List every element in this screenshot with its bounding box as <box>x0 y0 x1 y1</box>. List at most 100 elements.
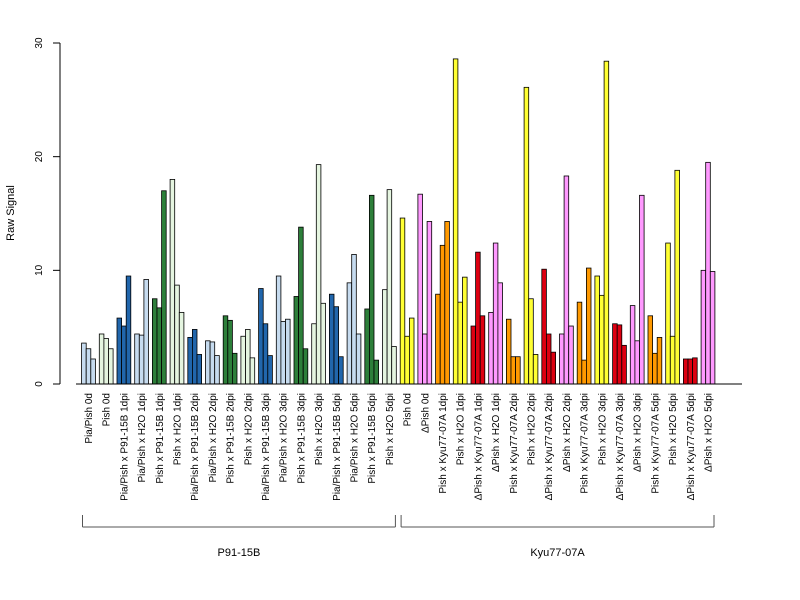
bar-20-rep-1 <box>435 293 441 385</box>
x-tick-label-18: Pish 0d <box>403 393 414 426</box>
bar-33-rep-3 <box>674 169 680 385</box>
bar-14-rep-2 <box>333 306 339 385</box>
bar-1-rep-2 <box>103 338 109 385</box>
bar-23-rep-2 <box>492 242 499 385</box>
bar-27-rep-3 <box>568 325 574 385</box>
x-tick-label-23: ΔPish x H2O 1dpi <box>491 393 502 472</box>
y-tick-label-0: 0 <box>34 381 45 387</box>
x-tick-label-33: Pish x H2O 5dpi <box>668 393 679 465</box>
bar-15-rep-1 <box>346 282 353 385</box>
bar-28-rep-1 <box>576 301 583 385</box>
bar-4-rep-3 <box>161 190 167 385</box>
x-tick-label-9: Pish x H2O 2dpi <box>243 393 254 465</box>
bar-10-rep-1 <box>258 288 264 385</box>
bar-5-rep-2 <box>174 284 180 385</box>
x-tick-label-11: Pia/Pish x H2O 3dpi <box>279 393 290 483</box>
bar-11-rep-1 <box>275 275 282 385</box>
bar-8-rep-2 <box>227 319 233 385</box>
bar-35-rep-3 <box>709 271 716 385</box>
bar-22-rep-2 <box>475 251 481 385</box>
x-tick-label-16: Pish x P91-15B 5dpi <box>367 393 378 484</box>
bar-25-rep-1 <box>523 86 530 385</box>
bar-30-rep-2 <box>616 324 623 385</box>
group-label-0: P91-15B <box>218 547 261 559</box>
y-tick-label-2: 20 <box>34 151 45 163</box>
x-tick-label-2: Pia/Pish x P91-15B 1dpi <box>119 393 130 501</box>
bar-2-rep-3 <box>125 275 132 385</box>
bar-3-rep-1 <box>134 333 140 385</box>
bar-26-rep-1 <box>541 268 547 385</box>
bar-24-rep-1 <box>505 318 512 385</box>
group-brackets: P91-15B Kyu77-07A <box>82 515 715 559</box>
bar-27-rep-2 <box>563 175 570 385</box>
y-tick-label-1: 10 <box>34 264 45 276</box>
bar-33-rep-2 <box>669 335 676 385</box>
bar-21-rep-1 <box>452 58 459 385</box>
x-tick-label-24: Pish x Kyu77-07A 2dpi <box>509 393 520 494</box>
bar-32-rep-3 <box>656 336 663 385</box>
bar-31-rep-3 <box>639 194 645 385</box>
bar-25-rep-2 <box>528 298 534 385</box>
bar-21-rep-3 <box>462 276 468 385</box>
bar-26-rep-3 <box>550 351 556 385</box>
bar-9-rep-1 <box>240 335 246 385</box>
bar-4-rep-2 <box>156 307 162 385</box>
bar-8-rep-3 <box>231 352 238 385</box>
bar-9-rep-2 <box>245 329 251 385</box>
x-tick-label-20: Pish x Kyu77-07A 1dpi <box>438 393 449 494</box>
x-tick-label-22: ΔPish x Kyu77-07A 1dpi <box>473 393 484 500</box>
x-tick-label-4: Pish x P91-15B 1dpi <box>155 393 166 484</box>
bar-21-rep-2 <box>457 301 463 385</box>
x-tick-label-17: Pish x H2O 5dpi <box>385 393 396 465</box>
bar-7-rep-3 <box>214 355 220 385</box>
x-tick-label-26: ΔPish x Kyu77-07A 2dpi <box>544 393 555 500</box>
bar-14-rep-1 <box>328 293 335 385</box>
x-tick-label-32: Pish x Kyu77-07A 5dpi <box>650 393 661 494</box>
bar-16-rep-1 <box>364 308 370 385</box>
x-tick-label-13: Pish x H2O 3dpi <box>314 393 325 465</box>
bars-layer <box>81 58 716 385</box>
x-tick-label-14: Pia/Pish x P91-15B 5dpi <box>332 393 343 501</box>
bar-18-rep-1 <box>399 217 406 385</box>
bar-6-rep-2 <box>191 329 198 385</box>
bar-18-rep-2 <box>404 335 410 385</box>
x-tick-label-6: Pia/Pish x P91-15B 2dpi <box>190 393 201 501</box>
bar-12-rep-1 <box>293 296 299 385</box>
bar-32-rep-2 <box>652 352 658 385</box>
bar-31-rep-2 <box>634 340 640 385</box>
bar-35-rep-1 <box>700 269 707 385</box>
y-axis-title: Raw Signal <box>5 185 17 241</box>
x-tick-label-8: Pish x P91-15B 2dpi <box>226 393 237 484</box>
bar-12-rep-2 <box>298 226 304 385</box>
bar-6-rep-3 <box>196 354 202 385</box>
x-tick-label-28: Pish x Kyu77-07A 3dpi <box>580 393 591 494</box>
bar-3-rep-3 <box>143 279 149 385</box>
bar-29-rep-2 <box>599 294 605 385</box>
x-tick-label-3: Pia/Pish x H2O 1dpi <box>137 393 148 483</box>
x-tick-label-21: Pish x H2O 1dpi <box>456 393 467 465</box>
bar-34-rep-1 <box>683 358 689 385</box>
bar-5-rep-1 <box>169 178 176 385</box>
bar-24-rep-2 <box>510 356 516 385</box>
x-tick-label-19: ΔPish 0d <box>420 393 431 433</box>
bar-20-rep-3 <box>444 221 450 385</box>
bar-28-rep-3 <box>586 267 592 385</box>
bar-0-rep-3 <box>90 358 96 385</box>
bar-29-rep-3 <box>603 60 610 385</box>
bar-15-rep-3 <box>355 333 362 385</box>
x-tick-label-10: Pia/Pish x P91-15B 3dpi <box>261 393 272 501</box>
bar-22-rep-1 <box>470 325 476 385</box>
bar-8-rep-1 <box>222 315 229 385</box>
x-tick-label-7: Pia/Pish x H2O 2dpi <box>208 393 219 483</box>
bar-6-rep-1 <box>187 336 193 385</box>
bar-25-rep-3 <box>532 354 539 385</box>
bar-17-rep-2 <box>386 189 393 385</box>
x-tick-label-34: ΔPish x Kyu77-07A 5dpi <box>686 393 697 500</box>
bar-27-rep-1 <box>559 333 565 385</box>
bar-2-rep-1 <box>116 317 122 385</box>
bar-30-rep-3 <box>621 344 627 385</box>
x-tick-label-31: ΔPish x H2O 3dpi <box>633 393 644 472</box>
bar-10-rep-2 <box>262 323 269 385</box>
bar-15-rep-2 <box>351 254 357 385</box>
bar-13-rep-2 <box>315 164 322 385</box>
